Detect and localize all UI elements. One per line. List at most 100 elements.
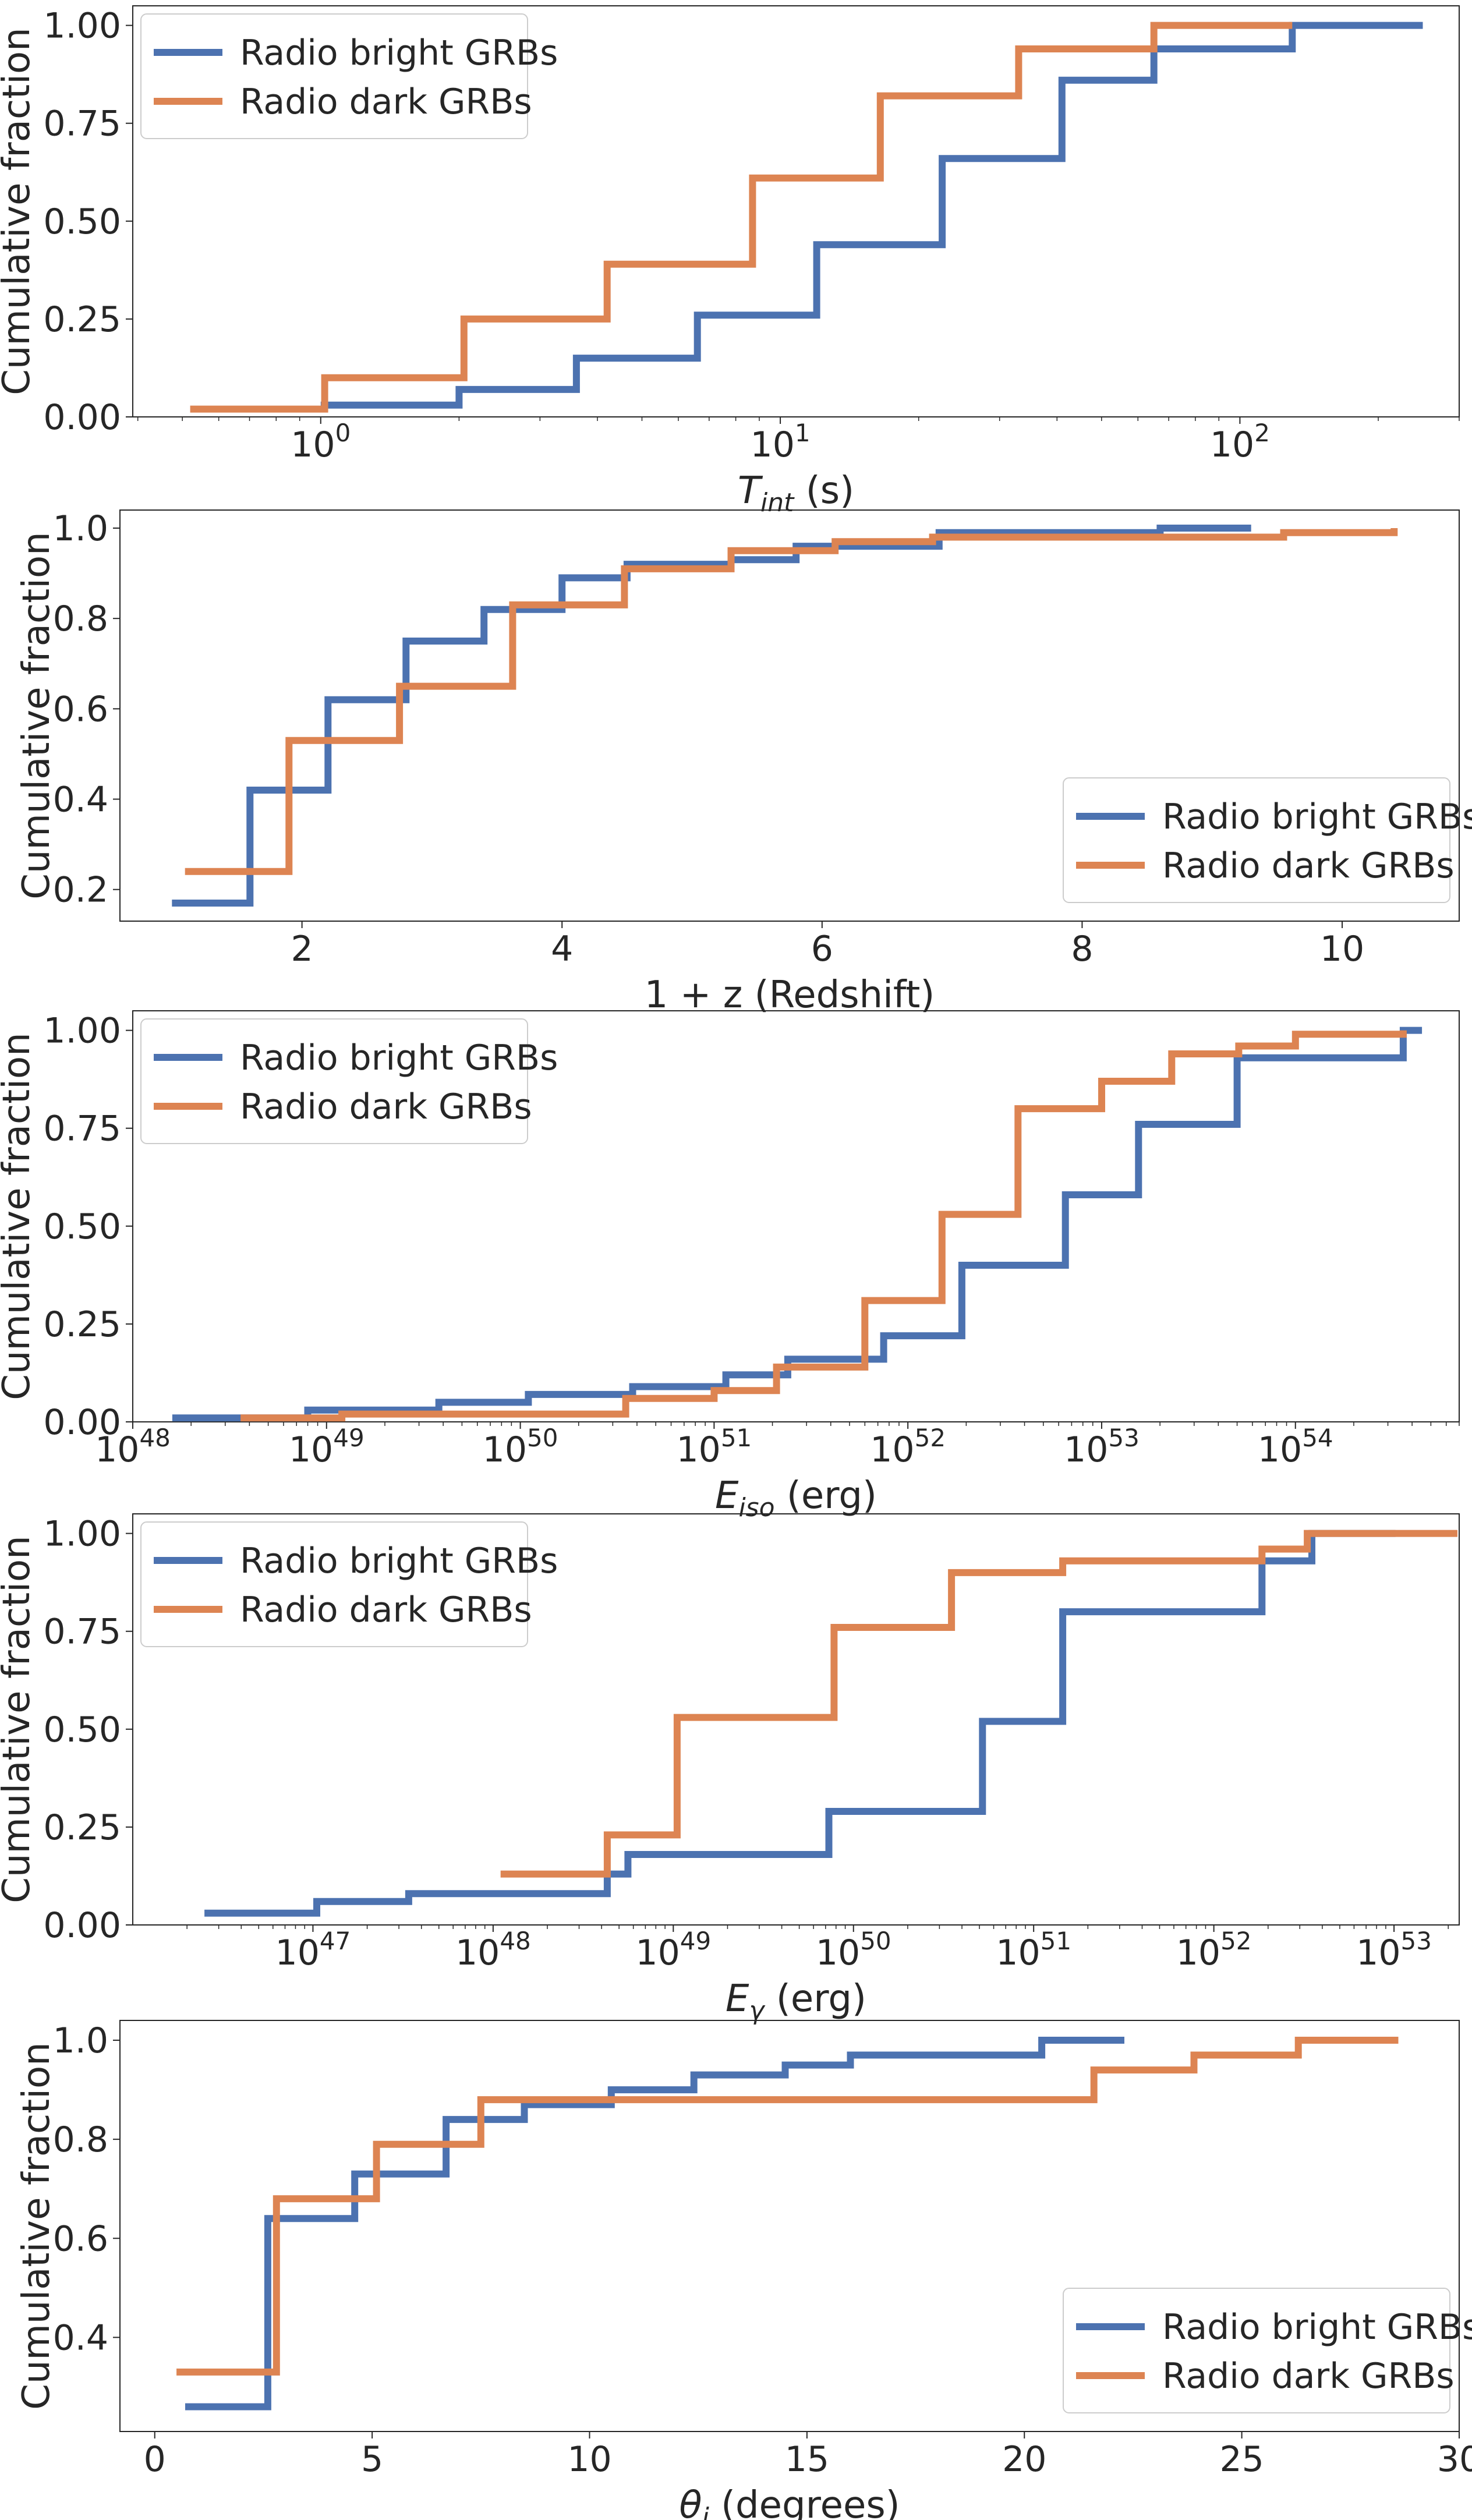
x-axis-subscript: γ <box>749 1996 765 2026</box>
x-tick-exponent: 2 <box>1254 419 1270 447</box>
series-line-radio-dark <box>240 1030 1407 1422</box>
x-tick-exponent: 47 <box>320 1927 351 1955</box>
legend-label: Radio bright GRBs <box>240 1541 558 1581</box>
x-tick-base: 10 <box>816 1933 860 1973</box>
x-axis-label: Eiso (erg) <box>715 1474 877 1523</box>
x-tick-exponent: 50 <box>860 1927 891 1955</box>
y-tick-label: 1.0 <box>53 508 108 549</box>
x-tick-base: 10 <box>1210 424 1254 465</box>
chart-panel-4: 1047 1048 1049 1050 1051 1052 10530.000.250.50… <box>0 1513 1460 2026</box>
series-line-radio-bright <box>204 1530 1396 1917</box>
y-tick-label: 0.00 <box>43 397 121 438</box>
y-tick-label: 0.8 <box>53 2119 108 2160</box>
y-tick-label: 0.6 <box>53 2218 108 2259</box>
x-tick-base: 10 <box>291 424 335 465</box>
y-axis-label: Cumulative fraction <box>15 532 58 899</box>
y-tick-label: 0.50 <box>43 1206 121 1247</box>
x-axis-unit: (s) <box>794 469 854 512</box>
y-axis-label: Cumulative fraction <box>15 2042 58 2409</box>
x-tick-label: 1052 <box>870 1424 946 1470</box>
y-tick-label: 0.50 <box>43 201 121 242</box>
x-tick-label: 102 <box>1210 419 1270 465</box>
x-tick-label: 101 <box>751 419 811 465</box>
legend-label: Radio dark GRBs <box>1162 2356 1455 2397</box>
x-tick-label: 1047 <box>275 1927 351 1973</box>
x-tick-label: 0 <box>144 2439 166 2480</box>
x-axis-subscript: iso <box>738 1493 774 1523</box>
y-axis-label: Cumulative fraction <box>0 27 38 395</box>
legend-box <box>140 1018 528 1144</box>
minor-ticks <box>137 417 1460 421</box>
series-line-radio-bright <box>320 22 1423 409</box>
legend: Radio bright GRBs Radio dark GRBs <box>140 1018 558 1144</box>
x-tick-label: 2 <box>291 929 313 969</box>
legend: Radio bright GRBs Radio dark GRBs <box>140 1521 558 1647</box>
y-tick-label: 1.0 <box>53 2020 108 2061</box>
x-tick-exponent: 49 <box>680 1927 711 1955</box>
x-tick-label: 6 <box>811 929 833 969</box>
x-tick-label: 1048 <box>95 1424 171 1470</box>
series-line-radio-bright <box>185 2037 1124 2411</box>
x-axis-symbol: θ <box>679 2484 702 2520</box>
x-tick-exponent: 51 <box>1041 1927 1071 1955</box>
x-tick-label: 100 <box>291 419 351 465</box>
y-tick-label: 0.75 <box>43 1109 121 1149</box>
legend-box <box>1063 2288 1450 2413</box>
y-tick-label: 0.25 <box>43 1807 121 1848</box>
x-tick-label: 8 <box>1071 929 1093 969</box>
x-tick-exponent: 53 <box>1401 1927 1432 1955</box>
y-tick-label: 0.75 <box>43 104 121 144</box>
y-tick-label: 1.00 <box>43 1514 121 1555</box>
y-tick-label: 0.50 <box>43 1710 121 1750</box>
legend-label: Radio dark GRBs <box>240 1590 532 1630</box>
x-axis-unit: (erg) <box>775 1474 877 1517</box>
x-tick-exponent: 0 <box>335 419 351 447</box>
x-axis-label: 1 + z (Redshift) <box>645 974 935 1017</box>
x-tick-base: 10 <box>676 1429 720 1470</box>
x-tick-base: 10 <box>95 1429 139 1470</box>
x-tick-label: 1052 <box>1176 1927 1252 1973</box>
x-tick-base: 10 <box>1356 1933 1400 1973</box>
y-axis-label: Cumulative fraction <box>0 1535 38 1903</box>
x-tick-exponent: 52 <box>1220 1927 1251 1955</box>
x-tick-label: 1049 <box>289 1424 365 1470</box>
x-axis-subscript: int <box>760 488 795 518</box>
x-axis-symbol: E <box>715 1474 739 1517</box>
x-tick-label: 1049 <box>635 1927 711 1973</box>
axes-frame <box>132 1010 1460 1422</box>
legend-box <box>140 1521 528 1647</box>
x-tick-label: 1050 <box>483 1424 558 1470</box>
y-tick-label: 0.00 <box>43 1402 121 1443</box>
x-tick-base: 10 <box>635 1933 680 1973</box>
x-tick-base: 10 <box>289 1429 333 1470</box>
x-tick-label: 1051 <box>996 1927 1071 1973</box>
y-tick-label: 0.8 <box>53 599 108 639</box>
chart-panel-3: 1048 1049 1050 1051 1052 1053 10540.000.250.50… <box>0 1010 1460 1523</box>
legend: Radio bright GRBs Radio dark GRBs <box>140 13 558 139</box>
x-axis-symbol: E <box>726 1977 749 2020</box>
y-tick-label: 1.00 <box>43 1011 121 1052</box>
x-tick-exponent: 49 <box>333 1424 364 1452</box>
x-tick-exponent: 48 <box>139 1424 170 1452</box>
x-tick-label: 15 <box>785 2439 829 2480</box>
x-tick-base: 10 <box>483 1429 527 1470</box>
x-tick-label: 5 <box>361 2439 383 2480</box>
x-tick-label: 10 <box>567 2439 611 2480</box>
legend-label: Radio dark GRBs <box>240 1086 532 1127</box>
legend: Radio bright GRBs Radio dark GRBs <box>1063 2288 1472 2413</box>
x-tick-base: 10 <box>275 1933 320 1973</box>
x-tick-label: 4 <box>551 929 573 969</box>
x-tick-exponent: 53 <box>1108 1424 1139 1452</box>
x-tick-exponent: 48 <box>500 1927 530 1955</box>
legend: Radio bright GRBs Radio dark GRBs <box>1063 777 1472 903</box>
x-tick-exponent: 50 <box>527 1424 558 1452</box>
axes-frame <box>132 5 1460 417</box>
x-tick-base: 10 <box>870 1429 914 1470</box>
y-axis-label: Cumulative fraction <box>0 1032 38 1400</box>
x-tick-base: 10 <box>1258 1429 1302 1470</box>
x-axis-label: Tint (s) <box>738 469 854 518</box>
x-axis-unit: (degrees) <box>709 2484 900 2520</box>
legend-box <box>1063 777 1450 903</box>
